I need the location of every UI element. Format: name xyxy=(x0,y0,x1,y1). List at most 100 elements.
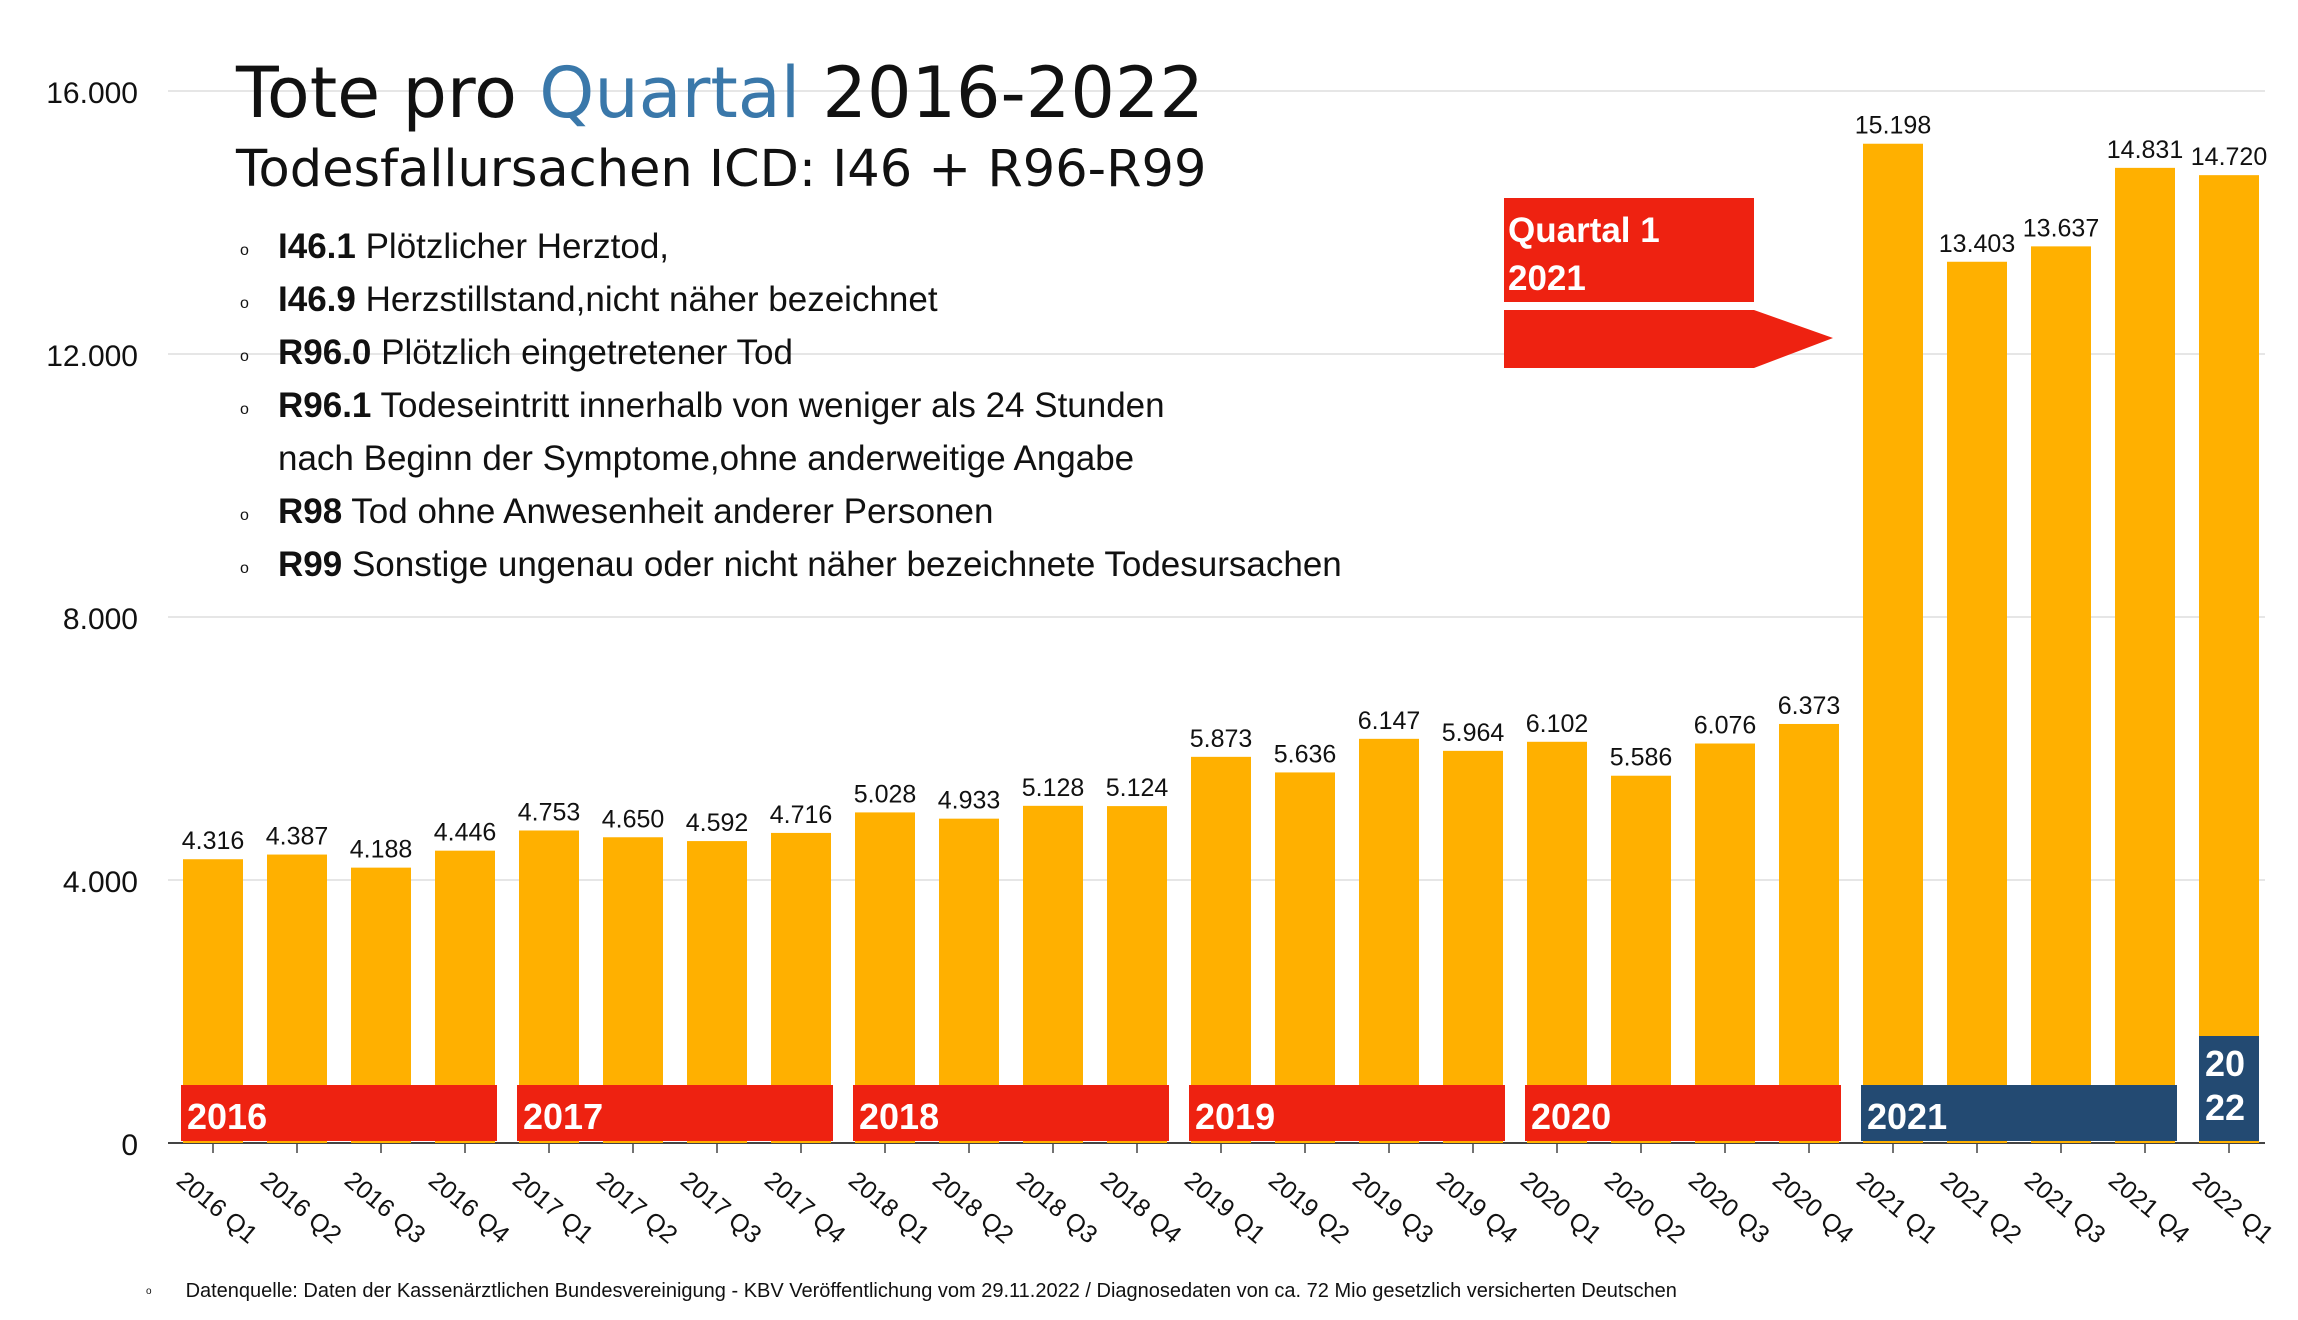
x-tick-label: 2017 Q1 xyxy=(507,1166,598,1249)
bars xyxy=(183,143,2259,1143)
y-tick-label: 4.000 xyxy=(63,866,138,899)
x-tick-label: 2018 Q2 xyxy=(927,1166,1018,1249)
year-band-2021 xyxy=(1861,1085,2177,1141)
x-tick-label: 2019 Q2 xyxy=(1263,1166,1354,1249)
x-tick-label: 2017 Q4 xyxy=(759,1166,851,1249)
x-tick-label: 2021 Q3 xyxy=(2019,1166,2110,1249)
data-source-note: o Datenquelle: Daten der Kassenärztlichen… xyxy=(146,1280,1677,1302)
year-band-2022 xyxy=(2199,1036,2259,1141)
value-label: 5.128 xyxy=(1022,774,1085,802)
value-label: 14.831 xyxy=(2107,136,2183,164)
year-band-2016 xyxy=(181,1085,497,1141)
value-label: 4.188 xyxy=(350,836,413,864)
value-label: 6.373 xyxy=(1778,692,1841,720)
x-tick-label: 2021 Q2 xyxy=(1935,1166,2026,1249)
year-band-label: 2016 xyxy=(187,1096,267,1137)
x-tick-label: 2021 Q1 xyxy=(1851,1166,1942,1249)
value-label: 6.147 xyxy=(1358,707,1421,735)
value-label: 5.124 xyxy=(1106,774,1169,802)
icd-item-r96-0: o R96.0 Plötzlich eingetretener Tod xyxy=(240,333,793,372)
year-band-label: 2019 xyxy=(1195,1096,1275,1137)
value-label: 4.716 xyxy=(770,801,833,829)
bar xyxy=(1275,772,1335,1143)
value-label: 14.720 xyxy=(2191,143,2267,171)
value-label: 4.387 xyxy=(266,823,329,851)
value-label: 5.028 xyxy=(854,780,917,808)
bar xyxy=(2199,175,2259,1143)
x-tick-label: 2016 Q3 xyxy=(339,1166,430,1249)
year-band-2019 xyxy=(1189,1085,1505,1141)
year-band-2020 xyxy=(1525,1085,1841,1141)
value-label: 6.102 xyxy=(1526,710,1589,738)
bar xyxy=(1947,261,2007,1143)
chart-title: Tote pro Quartal 2016-2022 xyxy=(236,52,1204,134)
value-label: 5.586 xyxy=(1610,744,1673,772)
value-label: 4.753 xyxy=(518,798,581,826)
value-label: 6.076 xyxy=(1694,712,1757,740)
year-band-label: 2020 xyxy=(1531,1096,1611,1137)
x-tick-label: 2022 Q1 xyxy=(2187,1166,2278,1249)
annotation-line1: Quartal 1 xyxy=(1508,211,1660,250)
value-label: 4.446 xyxy=(434,819,497,847)
year-band-2017 xyxy=(517,1085,833,1141)
y-tick-label: 12.000 xyxy=(46,340,138,373)
chart-subtitle: Todesfallursachen ICD: I46 + R96-R99 xyxy=(236,140,1207,199)
x-tick-label: 2016 Q1 xyxy=(171,1166,262,1249)
y-tick-label: 0 xyxy=(121,1129,138,1162)
x-tick-label: 2016 Q4 xyxy=(423,1166,515,1249)
annotation-arrow xyxy=(1504,310,1833,368)
year-band-2022-line2: 22 xyxy=(2205,1087,2245,1128)
quartal-1-2021-annotation: Quartal 1 2021 xyxy=(1504,198,1833,368)
value-label: 13.637 xyxy=(2023,214,2099,242)
y-axis: 0 4.000 8.000 12.000 16.000 xyxy=(46,77,138,1162)
bar xyxy=(1611,775,1671,1143)
year-band-2022-line1: 20 xyxy=(2205,1043,2245,1084)
bar xyxy=(1527,741,1587,1143)
x-tick-label: 2019 Q3 xyxy=(1347,1166,1438,1249)
annotation-box xyxy=(1504,198,1754,302)
bar xyxy=(1695,743,1755,1143)
x-tick-label: 2018 Q1 xyxy=(843,1166,934,1249)
x-tick-label: 2018 Q3 xyxy=(1011,1166,1102,1249)
icd-item-i46-1: o I46.1 Plötzlicher Herztod, xyxy=(240,227,670,266)
year-bands: 2016 2017 2018 2019 2020 2021 2022 xyxy=(181,1036,2259,1141)
year-band-label: 2021 xyxy=(1867,1096,1947,1137)
annotation-line2: 2021 xyxy=(1508,259,1586,298)
icd-item-r98: o R98 Tod ohne Anwesenheit anderer Person… xyxy=(240,492,994,531)
year-band-2018 xyxy=(853,1085,1169,1141)
x-tick-label: 2016 Q2 xyxy=(255,1166,346,1249)
x-tick-label: 2019 Q1 xyxy=(1179,1166,1270,1249)
year-band-label: 2018 xyxy=(859,1096,939,1137)
bar xyxy=(1863,143,1923,1143)
value-label: 15.198 xyxy=(1855,112,1931,140)
x-tick-label: 2019 Q4 xyxy=(1431,1166,1523,1249)
value-labels: 4.316 4.387 4.188 4.446 4.753 4.650 4.592 4.716… xyxy=(182,112,2268,864)
value-label: 13.403 xyxy=(1939,230,2015,258)
bar xyxy=(1443,750,1503,1143)
bar xyxy=(2115,167,2175,1143)
y-tick-label: 16.000 xyxy=(46,77,138,110)
x-tick-label: 2017 Q3 xyxy=(675,1166,766,1249)
icd-item-i46-9: o I46.9 Herzstillstand,nicht näher bezeic… xyxy=(240,280,938,319)
icd-item-r96-1: o R96.1 Todeseintritt innerhalb von wenig… xyxy=(240,386,1165,478)
bar xyxy=(1779,723,1839,1143)
y-tick-label: 8.000 xyxy=(63,603,138,636)
x-tick-label: 2020 Q4 xyxy=(1767,1166,1859,1249)
x-tick-label: 2020 Q1 xyxy=(1515,1166,1606,1249)
value-label: 5.636 xyxy=(1274,740,1337,768)
value-label: 5.964 xyxy=(1442,719,1505,747)
bar xyxy=(2031,246,2091,1143)
value-label: 4.933 xyxy=(938,787,1001,815)
icd-code-list: o I46.1 Plötzlicher Herztod, o I46.9 Herzs… xyxy=(236,220,1342,591)
value-label: 4.592 xyxy=(686,809,749,837)
year-band-label: 2017 xyxy=(523,1096,603,1137)
value-label: 5.873 xyxy=(1190,725,1253,753)
x-tick-label: 2020 Q3 xyxy=(1683,1166,1774,1249)
bar xyxy=(1359,738,1419,1143)
x-tick-label: 2021 Q4 xyxy=(2103,1166,2195,1249)
x-tick-label: 2017 Q2 xyxy=(591,1166,682,1249)
value-label: 4.650 xyxy=(602,805,665,833)
icd-item-r99: o R99 Sonstige ungenau oder nicht näher b… xyxy=(240,545,1342,584)
